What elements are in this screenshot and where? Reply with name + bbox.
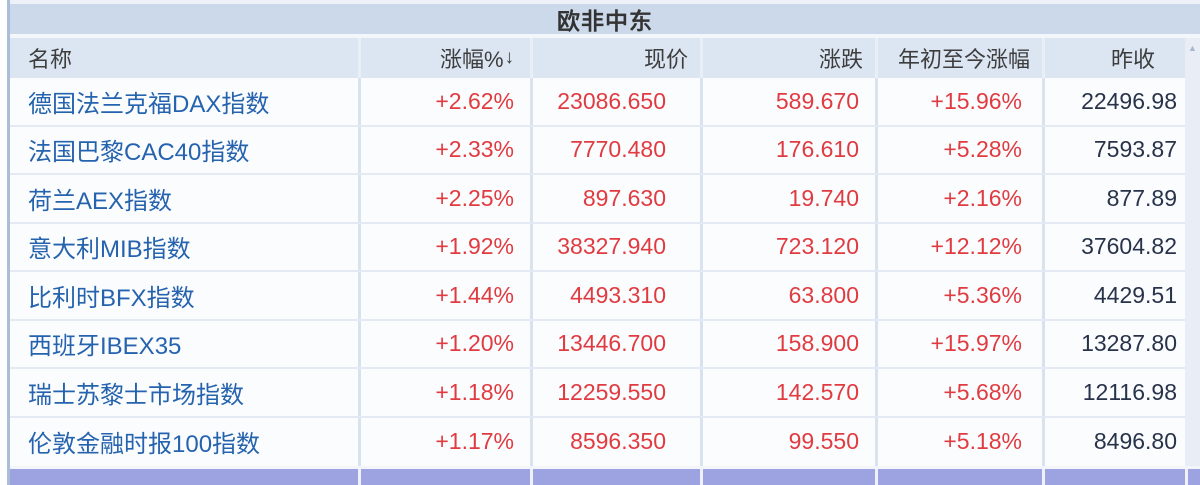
cell-change[interactable]: 142.570 — [700, 369, 875, 416]
panel-left-edge — [7, 0, 10, 485]
cell-change[interactable]: 19.740 — [700, 175, 875, 222]
column-header-ytd-change[interactable]: 年初至今涨幅 — [875, 38, 1042, 78]
cell-change[interactable]: 723.120 — [700, 223, 875, 270]
cell-name[interactable]: 意大利MIB指数 — [28, 236, 191, 264]
cell-change[interactable]: 158.900 — [700, 320, 875, 367]
cell-change-pct[interactable]: +2.62% — [358, 78, 530, 125]
cell-ytd-change[interactable]: +5.18% — [875, 417, 1042, 466]
cell-prev-close[interactable]: 4429.51 — [1042, 272, 1185, 319]
column-header-label: 涨幅% — [439, 47, 504, 72]
scroll-up-button[interactable]: ▲ — [1185, 38, 1200, 58]
partial-cell — [875, 469, 1042, 485]
table-row[interactable]: 荷兰AEX指数 +2.25% 897.630 19.740 +2.16% 877.89 — [10, 175, 1185, 224]
panel-title-bar[interactable]: 欧非中东 — [10, 4, 1200, 34]
vertical-scrollbar[interactable]: ▲ — [1185, 38, 1200, 466]
cell-change-pct[interactable]: +1.92% — [358, 223, 530, 270]
panel-title: 欧非中东 — [557, 8, 653, 34]
table-row[interactable]: 瑞士苏黎士市场指数 +1.18% 12259.550 142.570 +5.68% 121… — [10, 369, 1185, 418]
cell-change-pct[interactable]: +1.17% — [358, 417, 530, 466]
cell-prev-close[interactable]: 13287.80 — [1042, 320, 1185, 367]
table-row[interactable]: 意大利MIB指数 +1.92% 38327.940 723.120 +12.12% 376… — [10, 223, 1185, 272]
column-header-change-pct[interactable]: 涨幅% ↓ — [358, 38, 530, 78]
table-row[interactable]: 西班牙IBEX35 +1.20% 13446.700 158.900 +15.97% 13… — [10, 320, 1185, 369]
column-header-label: 现价 — [643, 47, 688, 72]
cell-change-pct[interactable]: +2.25% — [358, 175, 530, 222]
partial-cell — [1185, 469, 1200, 485]
partial-cell — [1042, 469, 1185, 485]
table-row[interactable]: 法国巴黎CAC40指数 +2.33% 7770.480 176.610 +5.28% 75… — [10, 126, 1185, 175]
cell-ytd-change[interactable]: +5.68% — [875, 369, 1042, 416]
cell-change[interactable]: 176.610 — [700, 126, 875, 173]
cell-prev-close[interactable]: 7593.87 — [1042, 126, 1185, 173]
cell-ytd-change[interactable]: +5.36% — [875, 272, 1042, 319]
cell-price[interactable]: 8596.350 — [530, 417, 700, 466]
cell-price[interactable]: 23086.650 — [530, 78, 700, 125]
column-header-change[interactable]: 涨跌 — [700, 38, 875, 78]
table-header: 名称 涨幅% ↓ 现价 涨跌 年初至今涨幅 昨收 — [10, 38, 1185, 78]
column-header-name[interactable]: 名称 — [10, 38, 358, 78]
cell-name[interactable]: 西班牙IBEX35 — [28, 333, 182, 361]
cell-change-pct[interactable]: +1.44% — [358, 272, 530, 319]
cell-change[interactable]: 99.550 — [700, 417, 875, 466]
cell-prev-close[interactable]: 22496.98 — [1042, 78, 1185, 125]
cell-ytd-change[interactable]: +12.12% — [875, 223, 1042, 270]
panel-top-edge — [0, 0, 1200, 4]
cell-ytd-change[interactable]: +15.97% — [875, 320, 1042, 367]
partial-cell — [10, 469, 358, 485]
cell-prev-close[interactable]: 877.89 — [1042, 175, 1185, 222]
cell-name[interactable]: 法国巴黎CAC40指数 — [28, 139, 250, 167]
up-arrow-icon: ▲ — [1188, 43, 1197, 53]
cell-change-pct[interactable]: +1.20% — [358, 320, 530, 367]
column-header-label: 涨跌 — [818, 47, 863, 72]
column-header-label: 名称 — [28, 47, 73, 72]
cell-change-pct[interactable]: +1.18% — [358, 369, 530, 416]
partial-cell — [700, 469, 875, 485]
cell-name[interactable]: 德国法兰克福DAX指数 — [28, 90, 270, 118]
panel-left-margin — [0, 0, 7, 485]
cell-ytd-change[interactable]: +15.96% — [875, 78, 1042, 125]
column-header-label: 昨收 — [1110, 47, 1155, 72]
cell-name[interactable]: 荷兰AEX指数 — [28, 187, 173, 215]
cell-ytd-change[interactable]: +2.16% — [875, 175, 1042, 222]
table-row[interactable]: 德国法兰克福DAX指数 +2.62% 23086.650 589.670 +15.96%… — [10, 78, 1185, 127]
cell-prev-close[interactable]: 8496.80 — [1042, 417, 1185, 466]
cell-price[interactable]: 12259.550 — [530, 369, 700, 416]
cell-price[interactable]: 38327.940 — [530, 223, 700, 270]
cell-change[interactable]: 63.800 — [700, 272, 875, 319]
sort-desc-icon: ↓ — [504, 47, 515, 68]
cell-ytd-change[interactable]: +5.28% — [875, 126, 1042, 173]
partial-cell — [530, 469, 700, 485]
title-divider — [10, 34, 1200, 38]
cell-price[interactable]: 7770.480 — [530, 126, 700, 173]
column-header-prev-close[interactable]: 昨收 — [1042, 38, 1185, 78]
partial-cell — [358, 469, 530, 485]
cell-prev-close[interactable]: 12116.98 — [1042, 369, 1185, 416]
cell-price[interactable]: 13446.700 — [530, 320, 700, 367]
cell-price[interactable]: 897.630 — [530, 175, 700, 222]
column-header-label: 年初至今涨幅 — [897, 47, 1030, 72]
cell-change[interactable]: 589.670 — [700, 78, 875, 125]
cell-change-pct[interactable]: +2.33% — [358, 126, 530, 173]
table-row[interactable]: 伦敦金融时报100指数 +1.17% 8596.350 99.550 +5.18% 849… — [10, 417, 1185, 466]
table-row[interactable]: 比利时BFX指数 +1.44% 4493.310 63.800 +5.36% 4429.5… — [10, 272, 1185, 321]
column-header-price[interactable]: 现价 — [530, 38, 700, 78]
cell-name[interactable]: 伦敦金融时报100指数 — [28, 431, 261, 459]
cell-name[interactable]: 瑞士苏黎士市场指数 — [28, 381, 244, 409]
cell-price[interactable]: 4493.310 — [530, 272, 700, 319]
cell-prev-close[interactable]: 37604.82 — [1042, 223, 1185, 270]
table-body: 德国法兰克福DAX指数 +2.62% 23086.650 589.670 +15.96%… — [10, 78, 1185, 466]
cell-name[interactable]: 比利时BFX指数 — [28, 284, 195, 312]
partial-selected-row[interactable] — [10, 466, 1200, 485]
